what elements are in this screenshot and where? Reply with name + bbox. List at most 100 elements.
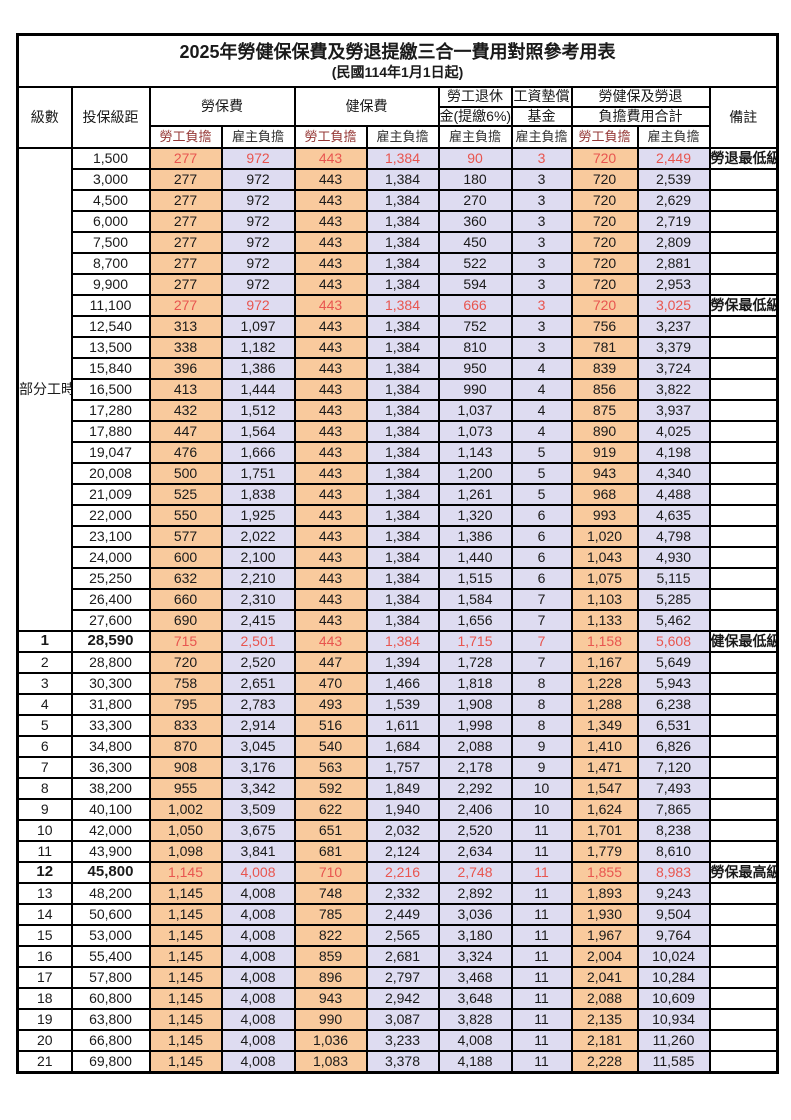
cell-pension-employer: 1,584 [437, 588, 513, 611]
cell-health-employer: 1,394 [365, 651, 440, 674]
cell-health-employer: 1,384 [365, 357, 440, 380]
cell-pension-employer: 2,748 [437, 861, 513, 884]
cell-total-employee: 1,701 [570, 819, 639, 842]
cell-pension-employer: 1,200 [437, 462, 513, 485]
cell-labor-employee: 277 [148, 168, 223, 191]
cell-total-employer: 8,238 [636, 819, 711, 842]
cell-total-employer: 2,719 [636, 210, 711, 233]
cell-remark [708, 693, 779, 716]
cell-total-employer: 5,649 [636, 651, 711, 674]
cell-health-employee: 563 [293, 756, 368, 779]
cell-pension-employer: 1,143 [437, 441, 513, 464]
cell-health-employer: 1,384 [365, 210, 440, 233]
cell-total-employee: 2,181 [570, 1029, 639, 1052]
cell-bracket: 27,600 [70, 609, 151, 632]
cell-labor-employer: 972 [220, 189, 296, 212]
cell-wage-fund-employer: 11 [510, 924, 573, 947]
cell-remark [708, 840, 779, 863]
cell-labor-employee: 795 [148, 693, 223, 716]
cell-health-employee: 443 [293, 462, 368, 485]
cell-labor-employer: 3,045 [220, 735, 296, 758]
cell-labor-employee: 632 [148, 567, 223, 590]
cell-health-employee: 896 [293, 966, 368, 989]
table-row: 8 38,200 955 3,342 592 1,849 2,292 10 1,547 7,493 [16, 777, 779, 800]
cell-bracket: 60,800 [70, 987, 151, 1010]
cell-pension-employer: 1,386 [437, 525, 513, 548]
cell-total-employer: 4,340 [636, 462, 711, 485]
cell-wage-fund-employer: 6 [510, 567, 573, 590]
cell-labor-employer: 1,925 [220, 504, 296, 527]
cell-health-employer: 2,942 [365, 987, 440, 1010]
cell-labor-employee: 870 [148, 735, 223, 758]
cell-bracket: 16,500 [70, 378, 151, 401]
cell-remark [708, 1029, 779, 1052]
cell-pension-employer: 1,320 [437, 504, 513, 527]
cell-remark [708, 882, 779, 905]
cell-health-employee: 1,083 [293, 1050, 368, 1074]
cell-health-employer: 1,849 [365, 777, 440, 800]
cell-bracket: 33,300 [70, 714, 151, 737]
cell-bracket: 19,047 [70, 441, 151, 464]
cell-pension-employer: 1,515 [437, 567, 513, 590]
cell-health-employer: 1,384 [365, 504, 440, 527]
cell-total-employer: 6,826 [636, 735, 711, 758]
cell-remark [708, 189, 779, 212]
col-header-total-line2: 負擔費用合計 [570, 105, 711, 127]
cell-pension-employer: 2,088 [437, 735, 513, 758]
cell-level: 10 [16, 819, 73, 842]
table-row: 21 69,800 1,145 4,008 1,083 3,378 4,188 11 2,228… [16, 1050, 779, 1074]
cell-health-employer: 2,449 [365, 903, 440, 926]
cell-labor-employer: 1,666 [220, 441, 296, 464]
cell-health-employee: 710 [293, 861, 368, 884]
table-row: 15,840 396 1,386 443 1,384 950 4 839 3,724 [18, 357, 779, 380]
cell-labor-employee: 1,145 [148, 1008, 223, 1031]
cell-health-employer: 3,087 [365, 1008, 440, 1031]
cell-remark: 健保最低級距 [708, 630, 779, 653]
cell-remark [708, 252, 779, 275]
cell-remark [708, 441, 779, 464]
cell-health-employee: 540 [293, 735, 368, 758]
cell-labor-employee: 660 [148, 588, 223, 611]
cell-health-employer: 1,384 [365, 231, 440, 254]
cell-bracket: 36,300 [70, 756, 151, 779]
cell-labor-employer: 3,509 [220, 798, 296, 821]
cell-labor-employee: 277 [148, 147, 223, 170]
cell-remark [708, 399, 779, 422]
cell-wage-fund-employer: 7 [510, 588, 573, 611]
cell-bracket: 23,100 [70, 525, 151, 548]
cell-bracket: 3,000 [70, 168, 151, 191]
table-row: 23,100 577 2,022 443 1,384 1,386 6 1,020 4,798 [18, 525, 779, 548]
header-row-groups-1: 級數 投保級距 勞保費 健保費 勞工退休 工資墊償 勞健保及勞退 備註 [16, 86, 779, 149]
cell-bracket: 69,800 [70, 1050, 151, 1074]
cell-bracket: 26,400 [70, 588, 151, 611]
table-row: 12 45,800 1,145 4,008 710 2,216 2,748 11 1,855 8,… [16, 861, 779, 884]
cell-total-employer: 4,488 [636, 483, 711, 506]
cell-bracket: 21,009 [70, 483, 151, 506]
cell-total-employee: 890 [570, 420, 639, 443]
cell-total-employee: 1,471 [570, 756, 639, 779]
cell-health-employee: 443 [293, 231, 368, 254]
cell-pension-employer: 990 [437, 378, 513, 401]
cell-level: 7 [16, 756, 73, 779]
header-row-shares: 勞工負擔 雇主負擔 勞工負擔 雇主負擔 雇主負擔 雇主負擔 勞工負擔 雇主負擔 [18, 125, 778, 149]
cell-remark: 勞保最低級距 [708, 294, 779, 317]
cell-health-employer: 1,384 [365, 336, 440, 359]
cell-health-employee: 443 [293, 336, 368, 359]
cell-labor-employer: 1,182 [220, 336, 296, 359]
cell-labor-employee: 1,050 [148, 819, 223, 842]
cell-health-employee: 470 [293, 672, 368, 695]
cell-wage-fund-employer: 11 [510, 882, 573, 905]
cell-wage-fund-employer: 11 [510, 840, 573, 863]
cell-labor-employer: 1,386 [220, 357, 296, 380]
cell-remark [708, 525, 779, 548]
table-row: 7 36,300 908 3,176 563 1,757 2,178 9 1,471 7,120 [16, 756, 779, 779]
cell-labor-employee: 1,145 [148, 861, 223, 884]
cell-labor-employer: 4,008 [220, 1029, 296, 1052]
table-row: 1 28,590 715 2,501 443 1,384 1,715 7 1,158 5,608 健… [16, 630, 779, 653]
cell-pension-employer: 3,180 [437, 924, 513, 947]
cell-pension-employer: 3,648 [437, 987, 513, 1010]
col-header-wage-fund-line2: 基金 [510, 105, 573, 127]
cell-health-employee: 443 [293, 252, 368, 275]
cell-labor-employee: 413 [148, 378, 223, 401]
cell-bracket: 7,500 [70, 231, 151, 254]
